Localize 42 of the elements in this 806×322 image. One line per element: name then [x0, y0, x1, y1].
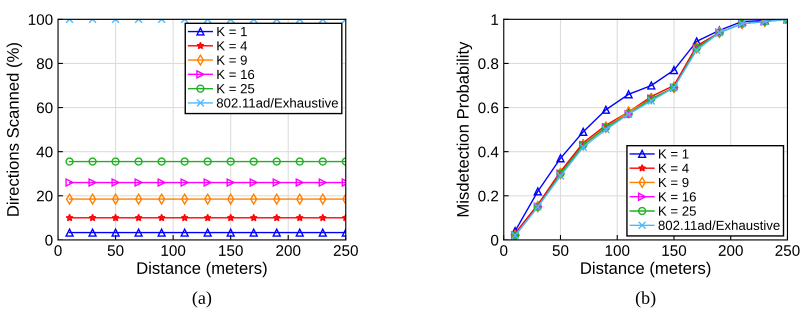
- legend-label: K = 4: [659, 164, 689, 173]
- text: (b): [636, 291, 656, 308]
- y-tick-label: 0: [490, 234, 498, 246]
- x-axis-title: Distance (meters): [138, 262, 267, 278]
- x-tick-label: 250: [775, 245, 800, 256]
- legend-label: K = 16: [217, 70, 254, 80]
- y-tick-label: 100: [28, 14, 53, 26]
- x-tick-label: 150: [219, 245, 243, 256]
- x-tick-label: 100: [606, 245, 630, 256]
- y-axis-title: Misdetection Probability: [456, 42, 472, 216]
- legend-label: K = 1: [659, 149, 688, 158]
- y-tick-label: 1: [492, 14, 498, 25]
- legend-label: K = 25: [659, 206, 696, 216]
- y-tick-label: 0.8: [478, 58, 498, 70]
- x-tick-label: 250: [334, 245, 358, 256]
- y-tick-label: 60: [36, 102, 53, 114]
- x-tick-label: 50: [552, 245, 568, 256]
- x-tick-label: 200: [718, 245, 743, 256]
- x-tick-label: 0: [500, 245, 508, 256]
- y-tick-label: 20: [36, 190, 53, 202]
- legend-label: K = 16: [659, 192, 696, 202]
- x-tick-label: 50: [108, 245, 124, 256]
- y-tick-label: 0.4: [478, 146, 498, 158]
- y-axis-title: Directions Scanned (%): [6, 43, 22, 216]
- y-tick-label: 40: [36, 146, 53, 158]
- legend-label: K = 9: [217, 55, 247, 65]
- x-tick-label: 100: [162, 245, 186, 256]
- legend-label: K = 25: [217, 84, 254, 94]
- x-tick-label: 0: [54, 245, 62, 256]
- legend-label: 802.11ad/Exhaustive: [216, 98, 338, 108]
- y-tick-label: 80: [36, 58, 53, 70]
- x-axis-title: Distance (meters): [581, 262, 710, 278]
- x-tick-label: 200: [276, 245, 300, 256]
- legend-label: K = 9: [659, 178, 688, 188]
- legend-label: K = 1: [217, 27, 247, 36]
- y-tick-label: 0.6: [478, 102, 498, 114]
- legend-label: 802.11ad/Exhaustive: [658, 220, 780, 230]
- y-tick-label: 0.2: [478, 190, 498, 202]
- x-tick-label: 150: [662, 245, 686, 256]
- legend-label: K = 4: [217, 41, 248, 50]
- y-tick-label: 0: [45, 234, 53, 246]
- text: (a): [192, 291, 212, 308]
